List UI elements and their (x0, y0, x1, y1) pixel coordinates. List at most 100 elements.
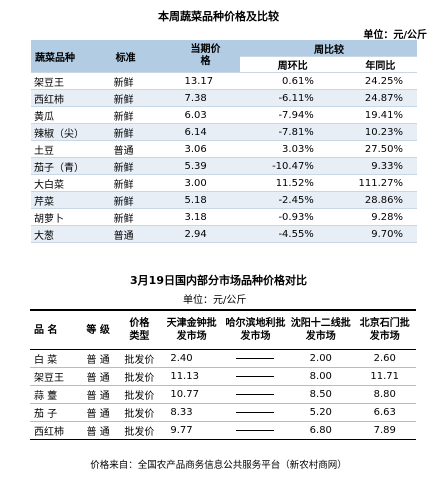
cell-yoy: 24.87% (343, 89, 417, 107)
cell-standard: 新鲜 (105, 174, 171, 192)
no-data-dash (236, 393, 275, 395)
cell-price: 3.06 (170, 140, 241, 158)
cell-product: 蒜 薹 (30, 385, 78, 404)
table-row: 胡萝卜 新鲜 3.18 -0.93% 9.28% (31, 208, 417, 226)
header-beijing: 北京石门批发市场 (353, 309, 416, 350)
cell-price: 2.94 (170, 225, 241, 243)
table-row: 蒜 薹普 通批发价 10.77 8.50 8.80 (30, 385, 416, 404)
no-data-dash (236, 375, 275, 377)
cell-price: 7.38 (170, 89, 241, 107)
table-row: 架豆王普 通批发价 11.13 8.00 11.71 (30, 367, 416, 386)
table-row: 架豆王 新鲜 13.17 0.61% 24.25% (31, 72, 417, 90)
cell-price-type: 批发价 (118, 421, 161, 440)
cell-yoy: 27.50% (343, 140, 417, 158)
cell-beijing: 7.89 (353, 421, 416, 440)
header-tianjin: 天津金钟批发市场 (160, 309, 223, 350)
weekly-price-table: 蔬菜品种 标准 当期价格 周比较 周环比 年同比 架豆王 新鲜 13.17 0.61%… (31, 40, 417, 243)
cell-vegetable: 胡萝卜 (31, 208, 106, 226)
header-price-type: 价格类型 (118, 309, 161, 350)
cell-price: 13.17 (170, 72, 241, 90)
cell-mom: -7.81% (240, 123, 344, 141)
cell-standard: 普通 (105, 140, 171, 158)
no-data-dash (236, 357, 275, 359)
cell-yoy: 24.25% (343, 72, 417, 90)
table-row: 大白菜 新鲜 3.00 11.52% 111.27% (31, 174, 417, 192)
cell-yoy: 9.28% (343, 208, 417, 226)
cell-vegetable: 辣椒（尖） (31, 123, 106, 141)
cell-mom: 0.61% (240, 72, 344, 90)
cell-beijing: 11.71 (353, 367, 416, 386)
cell-yoy: 9.33% (343, 157, 417, 175)
cell-tianjin: 9.77 (160, 421, 223, 440)
cell-tianjin: 8.33 (160, 403, 223, 422)
cell-grade: 普 通 (77, 385, 119, 404)
cell-yoy: 19.41% (343, 106, 417, 124)
source-footer: 价格来自：全国农产品商务信息公共服务平台（新农村商网） (90, 460, 347, 471)
cell-price-type: 批发价 (118, 385, 161, 404)
cell-mom: -2.45% (240, 191, 344, 209)
header-harbin-label: 哈尔滨地利批发市场 (225, 318, 286, 342)
cell-vegetable: 土豆 (31, 140, 106, 158)
cell-price-type: 批发价 (118, 349, 161, 368)
no-data-dash (236, 411, 275, 413)
cell-mom: 11.52% (240, 174, 344, 192)
cell-grade: 普 通 (77, 349, 119, 368)
header-shenyang-label: 沈阳十二线批发市场 (290, 318, 351, 342)
cell-product: 茄 子 (30, 403, 78, 422)
header-price-label: 当期价格 (190, 44, 221, 67)
header-product: 品 名 (30, 309, 78, 350)
cell-harbin (222, 421, 289, 440)
table2-unit: 单位：元/公斤 (183, 295, 247, 306)
cell-standard: 新鲜 (105, 123, 171, 141)
cell-tianjin: 2.40 (160, 349, 223, 368)
cell-price-type: 批发价 (118, 403, 161, 422)
table-row: 大葱 普通 2.94 -4.55% 9.70% (31, 225, 417, 243)
cell-grade: 普 通 (77, 403, 119, 422)
cell-harbin (222, 349, 289, 368)
cell-grade: 普 通 (77, 421, 119, 440)
cell-beijing: 2.60 (353, 349, 416, 368)
cell-shenyang: 5.20 (288, 403, 354, 422)
table1-unit: 单位：元/公斤 (363, 30, 427, 41)
cell-yoy: 9.70% (343, 225, 417, 243)
cell-vegetable: 茄子（青） (31, 157, 106, 175)
cell-shenyang: 2.00 (288, 349, 354, 368)
header-mom: 周环比 (240, 56, 344, 73)
cell-standard: 新鲜 (105, 89, 171, 107)
cell-price-type: 批发价 (118, 367, 161, 386)
cell-beijing: 8.80 (353, 385, 416, 404)
cell-harbin (222, 403, 289, 422)
cell-mom: -6.11% (240, 89, 344, 107)
header-yoy: 年同比 (343, 56, 417, 73)
cell-vegetable: 大葱 (31, 225, 106, 243)
cell-vegetable: 芹菜 (31, 191, 106, 209)
header-price: 当期价格 (170, 40, 241, 73)
cell-mom: -10.47% (240, 157, 344, 175)
cell-product: 架豆王 (30, 367, 78, 386)
cell-yoy: 111.27% (343, 174, 417, 192)
header-compare: 周比较 (240, 40, 417, 57)
header-name: 蔬菜品种 (31, 40, 106, 73)
table2-title: 3月19日国内部分市场品种价格对比 (130, 274, 307, 287)
cell-vegetable: 西红柿 (31, 89, 106, 107)
table1-title: 本周蔬菜品种价格及比较 (158, 10, 279, 23)
cell-price: 5.39 (170, 157, 241, 175)
cell-vegetable: 架豆王 (31, 72, 106, 90)
market-price-table: 品 名 等 级 价格类型 天津金钟批发市场 哈尔滨地利批发市场 沈阳十二线批发市… (30, 309, 416, 440)
cell-shenyang: 6.80 (288, 421, 354, 440)
table-row: 黄瓜 新鲜 6.03 -7.94% 19.41% (31, 106, 417, 124)
cell-shenyang: 8.50 (288, 385, 354, 404)
table-row: 辣椒（尖） 新鲜 6.14 -7.81% 10.23% (31, 123, 417, 141)
header-shenyang: 沈阳十二线批发市场 (288, 309, 354, 350)
table-row: 西红柿普 通批发价 9.77 6.80 7.89 (30, 421, 416, 440)
cell-standard: 普通 (105, 225, 171, 243)
cell-harbin (222, 367, 289, 386)
cell-yoy: 10.23% (343, 123, 417, 141)
cell-vegetable: 大白菜 (31, 174, 106, 192)
header-beijing-label: 北京石门批发市场 (359, 318, 410, 342)
cell-mom: 3.03% (240, 140, 344, 158)
cell-tianjin: 10.77 (160, 385, 223, 404)
cell-mom: -7.94% (240, 106, 344, 124)
table-row: 茄 子普 通批发价 8.33 5.20 6.63 (30, 403, 416, 422)
cell-standard: 新鲜 (105, 72, 171, 90)
